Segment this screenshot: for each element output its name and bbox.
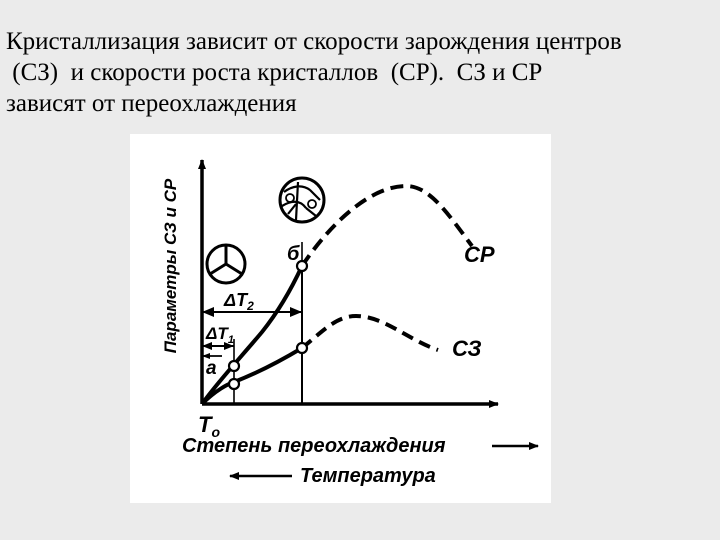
point-b-label: б: [287, 243, 300, 265]
slide-text: Кристаллизация зависит от скорости зарож…: [6, 26, 714, 119]
temperature-label: Температура: [300, 465, 436, 487]
y-axis-label: Параметры СЗ и СР: [161, 178, 180, 353]
curve-sr-solid: [200, 265, 304, 406]
text-line-3: зависят от переохлаждения: [6, 90, 297, 117]
text-line-2: (СЗ) и скорости роста кристаллов (СР). С…: [6, 59, 543, 86]
point-a-label: а: [206, 358, 217, 379]
curve-sz-label: СЗ: [452, 336, 481, 361]
origin-label: To: [198, 412, 220, 440]
curve-sr-dashed: [300, 183, 474, 268]
delta-t1-label: ΔT1: [205, 324, 234, 346]
curve-sz-dashed: [300, 313, 439, 352]
large-crystal-icon: [278, 176, 326, 224]
diagram-svg: Параметры СЗ и СР ΔT2 ΔT1: [161, 159, 539, 487]
x-axis-label: Степень переохлаждения: [182, 435, 446, 457]
text-line-1: Кристаллизация зависит от скорости зарож…: [6, 28, 622, 55]
crystallization-diagram: Параметры СЗ и СР ΔT2 ΔT1: [130, 134, 551, 503]
curve-sr-label: СР: [464, 242, 495, 267]
point-sz-a: [227, 377, 241, 391]
delta-t2-label: ΔT2: [223, 290, 254, 313]
small-crystal-icon: [205, 243, 247, 285]
point-sr-a: [227, 359, 241, 373]
point-sz-b: [295, 341, 309, 355]
